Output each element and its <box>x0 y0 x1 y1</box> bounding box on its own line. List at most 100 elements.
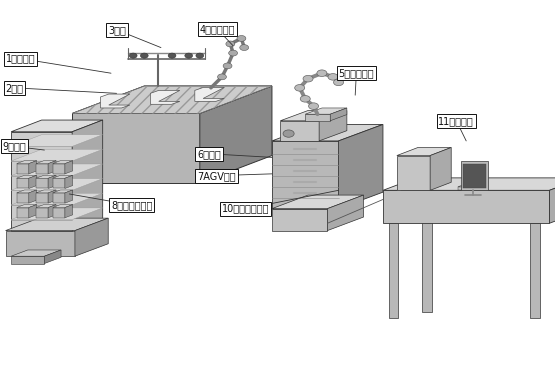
Text: 4工业机器人: 4工业机器人 <box>200 24 235 46</box>
Polygon shape <box>327 195 364 231</box>
Polygon shape <box>6 218 108 231</box>
Polygon shape <box>72 86 272 113</box>
Polygon shape <box>6 231 75 256</box>
Polygon shape <box>330 108 347 121</box>
Polygon shape <box>463 186 467 190</box>
Text: 9电磁阀: 9电磁阀 <box>3 141 44 152</box>
Polygon shape <box>17 193 29 203</box>
Polygon shape <box>29 205 37 218</box>
Circle shape <box>300 96 310 102</box>
Polygon shape <box>458 187 463 190</box>
Polygon shape <box>44 250 61 264</box>
Polygon shape <box>36 164 48 174</box>
Polygon shape <box>75 218 108 256</box>
Bar <box>388 223 398 318</box>
Polygon shape <box>195 87 224 101</box>
Polygon shape <box>383 178 555 190</box>
Polygon shape <box>65 205 73 218</box>
Text: 3支架: 3支架 <box>108 25 161 48</box>
Polygon shape <box>65 161 73 174</box>
Polygon shape <box>36 190 56 193</box>
Text: 1工业相机: 1工业相机 <box>6 53 111 73</box>
Polygon shape <box>17 164 29 174</box>
Polygon shape <box>150 90 180 104</box>
Polygon shape <box>280 111 347 121</box>
Text: 11用户终端: 11用户终端 <box>438 116 474 141</box>
Circle shape <box>140 53 148 58</box>
Polygon shape <box>339 124 383 209</box>
Polygon shape <box>65 190 73 203</box>
Polygon shape <box>29 161 37 174</box>
Polygon shape <box>36 175 56 178</box>
Polygon shape <box>53 193 65 203</box>
Polygon shape <box>100 94 130 108</box>
Polygon shape <box>53 205 73 208</box>
Polygon shape <box>11 256 44 264</box>
Polygon shape <box>11 135 103 146</box>
Polygon shape <box>17 178 29 188</box>
Circle shape <box>317 70 327 76</box>
Polygon shape <box>11 120 103 132</box>
Bar <box>530 223 540 318</box>
Polygon shape <box>11 193 103 205</box>
Polygon shape <box>272 124 383 141</box>
Polygon shape <box>17 175 37 178</box>
Polygon shape <box>17 205 37 208</box>
Polygon shape <box>11 208 103 220</box>
Polygon shape <box>549 178 555 223</box>
Circle shape <box>334 79 344 86</box>
Polygon shape <box>319 111 347 141</box>
Polygon shape <box>272 141 339 209</box>
Polygon shape <box>430 147 451 190</box>
Bar <box>422 211 432 312</box>
Text: 5协作机器人: 5协作机器人 <box>339 68 374 95</box>
Text: 2光源: 2光源 <box>6 83 117 93</box>
Polygon shape <box>48 175 56 188</box>
Polygon shape <box>11 132 72 231</box>
Polygon shape <box>53 178 65 188</box>
Polygon shape <box>36 205 56 208</box>
Polygon shape <box>11 250 61 256</box>
Polygon shape <box>458 186 467 187</box>
Polygon shape <box>53 161 73 164</box>
Polygon shape <box>397 156 430 190</box>
Text: 6摄像头: 6摄像头 <box>197 149 272 159</box>
Polygon shape <box>36 161 56 164</box>
Polygon shape <box>29 175 37 188</box>
Polygon shape <box>461 161 488 190</box>
Polygon shape <box>48 190 56 203</box>
Polygon shape <box>383 190 549 223</box>
Polygon shape <box>397 147 451 156</box>
Polygon shape <box>272 195 364 209</box>
Polygon shape <box>272 209 327 231</box>
Polygon shape <box>17 208 29 218</box>
Polygon shape <box>29 190 37 203</box>
Polygon shape <box>36 178 48 188</box>
Circle shape <box>303 75 313 82</box>
Polygon shape <box>72 113 200 183</box>
Circle shape <box>226 41 235 47</box>
Circle shape <box>240 45 249 51</box>
Polygon shape <box>53 208 65 218</box>
Circle shape <box>185 53 193 58</box>
Polygon shape <box>53 164 65 174</box>
Polygon shape <box>48 205 56 218</box>
Polygon shape <box>17 190 37 193</box>
Circle shape <box>309 103 319 109</box>
Circle shape <box>295 85 305 91</box>
Polygon shape <box>11 179 103 190</box>
Circle shape <box>223 63 232 69</box>
Polygon shape <box>11 164 103 176</box>
Circle shape <box>129 53 137 58</box>
Polygon shape <box>280 121 319 141</box>
Polygon shape <box>53 190 73 193</box>
Circle shape <box>196 53 204 58</box>
Circle shape <box>237 36 246 41</box>
Polygon shape <box>17 161 37 164</box>
Circle shape <box>328 74 338 80</box>
Circle shape <box>168 53 176 58</box>
Polygon shape <box>48 161 56 174</box>
Polygon shape <box>305 108 347 114</box>
Polygon shape <box>72 120 103 231</box>
Polygon shape <box>65 175 73 188</box>
